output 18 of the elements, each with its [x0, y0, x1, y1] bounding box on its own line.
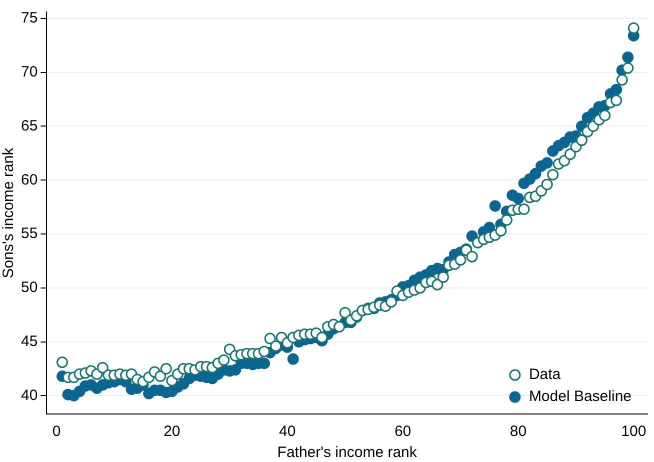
y-tick-label: 70 — [20, 63, 38, 80]
y-tick-label: 40 — [20, 386, 38, 404]
x-axis-title: Father's income rank — [277, 444, 418, 462]
y-tick-label: 50 — [20, 279, 38, 296]
x-tick-label: 60 — [394, 423, 412, 440]
x-tick-label: 0 — [52, 423, 61, 440]
x-tick-label: 20 — [164, 423, 180, 440]
y-tick-label: 75 — [20, 10, 38, 27]
legend-label: Data — [528, 366, 562, 384]
x-tick-label: 80 — [510, 423, 527, 440]
y-tick-label: 45 — [20, 332, 38, 350]
x-tick-label: 100 — [621, 423, 646, 440]
y-tick-label: 55 — [20, 225, 38, 242]
y-tick-label: 60 — [20, 171, 38, 188]
y-tick-label: 65 — [20, 117, 38, 134]
y-axis-title: Sons's income rank — [0, 147, 18, 278]
legend-label: Model Baseline — [528, 388, 632, 406]
x-tick-label: 40 — [279, 423, 296, 440]
